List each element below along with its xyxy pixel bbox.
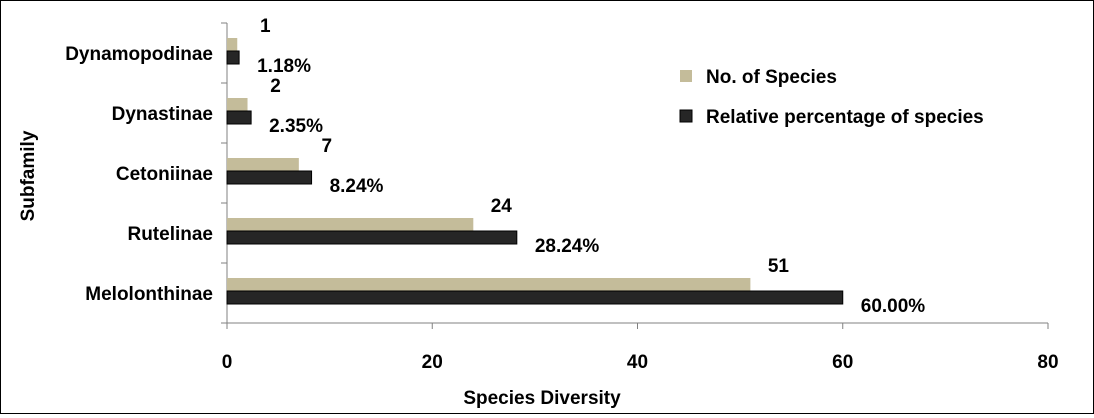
data-label-no-of-species-cetoniinae: 7 bbox=[322, 136, 333, 157]
data-label-no-of-species-melolonthinae: 51 bbox=[768, 256, 790, 277]
x-tick-label: 40 bbox=[627, 352, 648, 373]
axes: 0 20 40 60 80 Melolonthinae Rutelinae Cetoniina… bbox=[65, 22, 1059, 373]
data-label-relative-percentage-dynastinae: 2.35% bbox=[269, 116, 323, 137]
bar-no-of-species-rutelinae bbox=[227, 218, 474, 231]
legend-swatch-no-of-species bbox=[680, 70, 692, 82]
data-label-no-of-species-dynastinae: 2 bbox=[270, 76, 281, 97]
x-tick-label: 80 bbox=[1037, 352, 1058, 373]
bar-relative-percentage-melolonthinae bbox=[226, 290, 844, 305]
legend-swatch-relative-percentage bbox=[679, 109, 693, 123]
data-labels: 51 60.00% 24 28.24% 7 8.24% 2 2.35% 1 1.18% bbox=[257, 16, 925, 317]
category-label-rutelinae: Rutelinae bbox=[127, 224, 213, 245]
legend-label-relative-percentage: Relative percentage of species bbox=[706, 107, 984, 128]
bar-no-of-species-dynastinae bbox=[227, 98, 248, 111]
category-label-melolonthinae: Melolonthinae bbox=[85, 284, 213, 305]
data-label-relative-percentage-cetoniinae: 8.24% bbox=[330, 176, 384, 197]
bar-relative-percentage-dynastinae bbox=[226, 110, 252, 125]
x-axis-title: Species Diversity bbox=[463, 388, 621, 409]
bar-no-of-species-cetoniinae bbox=[227, 158, 299, 171]
legend: No. of Species Relative percentage of sp… bbox=[679, 67, 984, 128]
x-tick-label: 20 bbox=[422, 352, 443, 373]
bar-relative-percentage-dynamopodinae bbox=[226, 50, 240, 65]
bar-relative-percentage-rutelinae bbox=[226, 230, 518, 245]
data-label-no-of-species-dynamopodinae: 1 bbox=[260, 16, 271, 37]
bar-no-of-species-dynamopodinae bbox=[227, 38, 238, 51]
data-label-no-of-species-rutelinae: 24 bbox=[491, 196, 513, 217]
bars bbox=[226, 38, 844, 305]
category-label-dynamopodinae: Dynamopodinae bbox=[65, 44, 213, 65]
x-tick-label: 60 bbox=[832, 352, 853, 373]
data-label-relative-percentage-rutelinae: 28.24% bbox=[535, 236, 600, 257]
category-label-cetoniinae: Cetoniinae bbox=[116, 164, 213, 185]
bar-relative-percentage-cetoniinae bbox=[226, 170, 313, 185]
y-axis-title: Subfamily bbox=[18, 130, 39, 221]
data-label-relative-percentage-dynamopodinae: 1.18% bbox=[257, 56, 311, 77]
x-tick-label: 0 bbox=[222, 352, 233, 373]
bar-no-of-species-melolonthinae bbox=[227, 278, 751, 291]
legend-label-no-of-species: No. of Species bbox=[706, 67, 837, 88]
data-label-relative-percentage-melolonthinae: 60.00% bbox=[861, 296, 926, 317]
category-label-dynastinae: Dynastinae bbox=[112, 104, 213, 125]
